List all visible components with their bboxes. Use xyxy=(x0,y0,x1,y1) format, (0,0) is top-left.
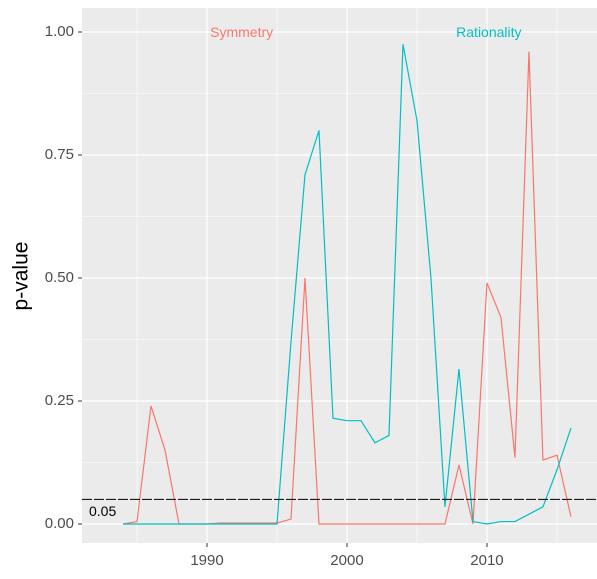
y-axis-label: p-value xyxy=(10,242,33,311)
y-tick-label: 0.50 xyxy=(45,269,74,286)
y-tick-label: 0.75 xyxy=(45,146,74,163)
series-line xyxy=(123,44,572,525)
panel xyxy=(82,8,597,543)
x-tick-label: 2010 xyxy=(470,552,503,569)
legend-label: Symmetry xyxy=(210,24,273,40)
y-tick-label: 1.00 xyxy=(45,23,74,40)
y-tick-label: 0.00 xyxy=(45,515,74,532)
legend-label: Rationality xyxy=(456,24,521,40)
y-tick-label: 0.25 xyxy=(45,392,74,409)
x-tick-label: 2000 xyxy=(330,552,363,569)
x-tick-label: 1990 xyxy=(190,552,223,569)
reference-label: 0.05 xyxy=(89,503,116,519)
